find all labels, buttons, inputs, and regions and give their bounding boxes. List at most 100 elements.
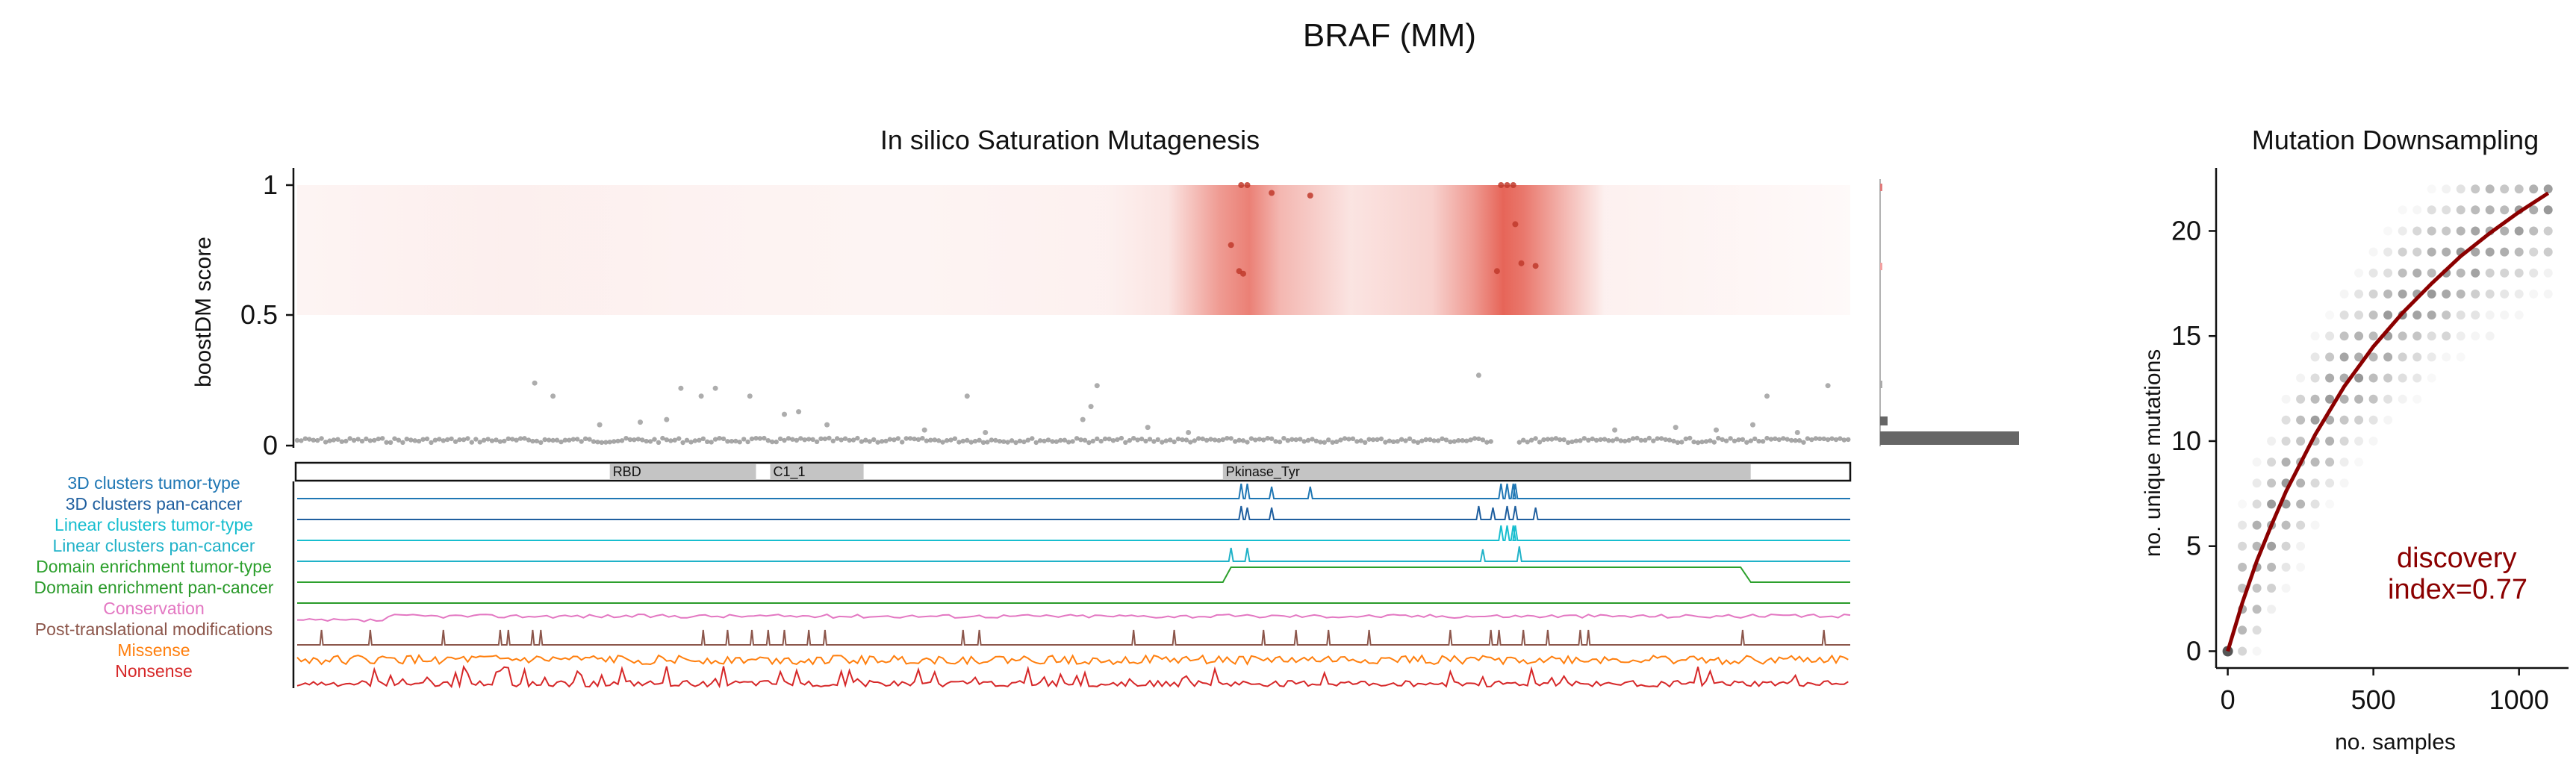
passenger-point	[1054, 439, 1060, 444]
passenger-point	[928, 437, 933, 443]
passenger-point	[1630, 436, 1636, 441]
passenger-point	[1841, 437, 1847, 443]
downsample-point	[2238, 499, 2247, 509]
passenger-point	[494, 437, 499, 443]
downsample-point	[2442, 352, 2451, 362]
passenger-point	[1825, 437, 1831, 443]
downsample-point	[2514, 310, 2524, 320]
passenger-point	[802, 437, 807, 443]
passenger-point	[1265, 436, 1270, 441]
downsample-point	[2354, 415, 2364, 425]
downsampling-title: Mutation Downsampling	[2252, 125, 2539, 155]
passenger-point	[1042, 438, 1047, 444]
downsample-point	[2252, 541, 2262, 551]
downsample-point	[2500, 184, 2510, 194]
passenger-point	[445, 437, 450, 443]
passenger-point	[940, 440, 945, 445]
downsample-point	[2442, 310, 2451, 320]
downsample-point	[2383, 268, 2393, 278]
downsample-point	[2325, 394, 2335, 404]
downsample-point	[2325, 437, 2335, 446]
passenger-point	[717, 436, 722, 441]
discovery-annotation-line1: discovery	[2397, 543, 2517, 574]
passenger-point	[1838, 436, 1843, 441]
passenger-point	[1720, 437, 1725, 443]
downsample-point	[2442, 289, 2451, 299]
passenger-point	[1143, 438, 1148, 444]
passenger-point	[1196, 436, 1201, 441]
passenger-point	[921, 427, 927, 433]
passenger-point	[1801, 440, 1806, 445]
passenger-point	[741, 437, 747, 442]
downsample-point	[2500, 310, 2510, 320]
passenger-point	[960, 438, 966, 444]
downsample-point	[2339, 331, 2349, 341]
ytick-label-05: 0.5	[240, 299, 278, 330]
passenger-point	[299, 438, 304, 443]
passenger-point	[1110, 438, 1116, 443]
downsample-point	[2500, 268, 2510, 278]
passenger-point	[850, 437, 856, 443]
downsample-point	[2296, 499, 2306, 509]
downsample-point	[2354, 394, 2364, 404]
passenger-point	[1443, 437, 1449, 443]
downsampling-fit-line	[2226, 191, 2550, 652]
passenger-point	[1375, 437, 1380, 443]
passenger-point	[408, 437, 414, 443]
downsample-point	[2514, 289, 2524, 299]
downsample-point	[2368, 268, 2378, 278]
downsample-point	[2267, 584, 2277, 593]
passenger-point	[502, 438, 507, 444]
downsample-point	[2310, 520, 2320, 530]
passenger-point	[1037, 438, 1043, 443]
passenger-point	[481, 437, 487, 443]
downsample-point	[2500, 226, 2510, 236]
downsample-point	[2398, 394, 2407, 404]
passenger-point	[1475, 372, 1481, 378]
passenger-point	[1391, 439, 1396, 444]
passenger-point	[777, 436, 783, 442]
downsample-point	[2252, 478, 2262, 488]
passenger-point	[632, 437, 637, 443]
passenger-point	[1188, 440, 1193, 445]
passenger-point	[550, 393, 556, 399]
passenger-point	[678, 385, 684, 391]
passenger-point	[1009, 438, 1015, 443]
passenger-point	[1147, 437, 1153, 442]
passenger-point	[747, 393, 753, 399]
passenger-point	[1086, 440, 1092, 446]
passenger-point	[1248, 436, 1254, 441]
passenger-point	[1472, 436, 1478, 441]
driver-point	[1512, 221, 1519, 228]
passenger-point	[1781, 436, 1786, 441]
passenger-point	[1062, 437, 1068, 443]
histogram-bar-small	[1880, 416, 1888, 425]
passenger-point	[364, 436, 369, 442]
track-label-9: Nonsense	[115, 661, 193, 681]
passenger-point	[1809, 437, 1814, 443]
passenger-point	[1643, 437, 1648, 443]
passenger-point	[920, 436, 925, 441]
downsample-point	[2427, 331, 2436, 341]
passenger-point	[1155, 437, 1161, 443]
passenger-point	[339, 439, 344, 444]
passenger-point	[1663, 437, 1668, 443]
downsampling-xlabel: no. samples	[2335, 730, 2456, 755]
passenger-point	[1558, 437, 1563, 443]
passenger-point	[591, 439, 597, 444]
passenger-point	[489, 438, 495, 443]
passenger-point	[1350, 436, 1356, 441]
downsample-point	[2267, 605, 2277, 614]
passenger-point	[1293, 437, 1298, 443]
passenger-point	[1756, 438, 1761, 444]
passenger-point	[307, 437, 312, 442]
passenger-point	[1732, 438, 1737, 443]
passenger-point	[1419, 438, 1425, 443]
passenger-point	[1233, 439, 1238, 444]
passenger-point	[587, 437, 592, 442]
passenger-point	[1736, 437, 1741, 443]
downsample-point	[2383, 352, 2393, 362]
passenger-point	[1460, 438, 1465, 443]
downsample-point	[2412, 205, 2422, 215]
downsample-point	[2339, 352, 2349, 362]
